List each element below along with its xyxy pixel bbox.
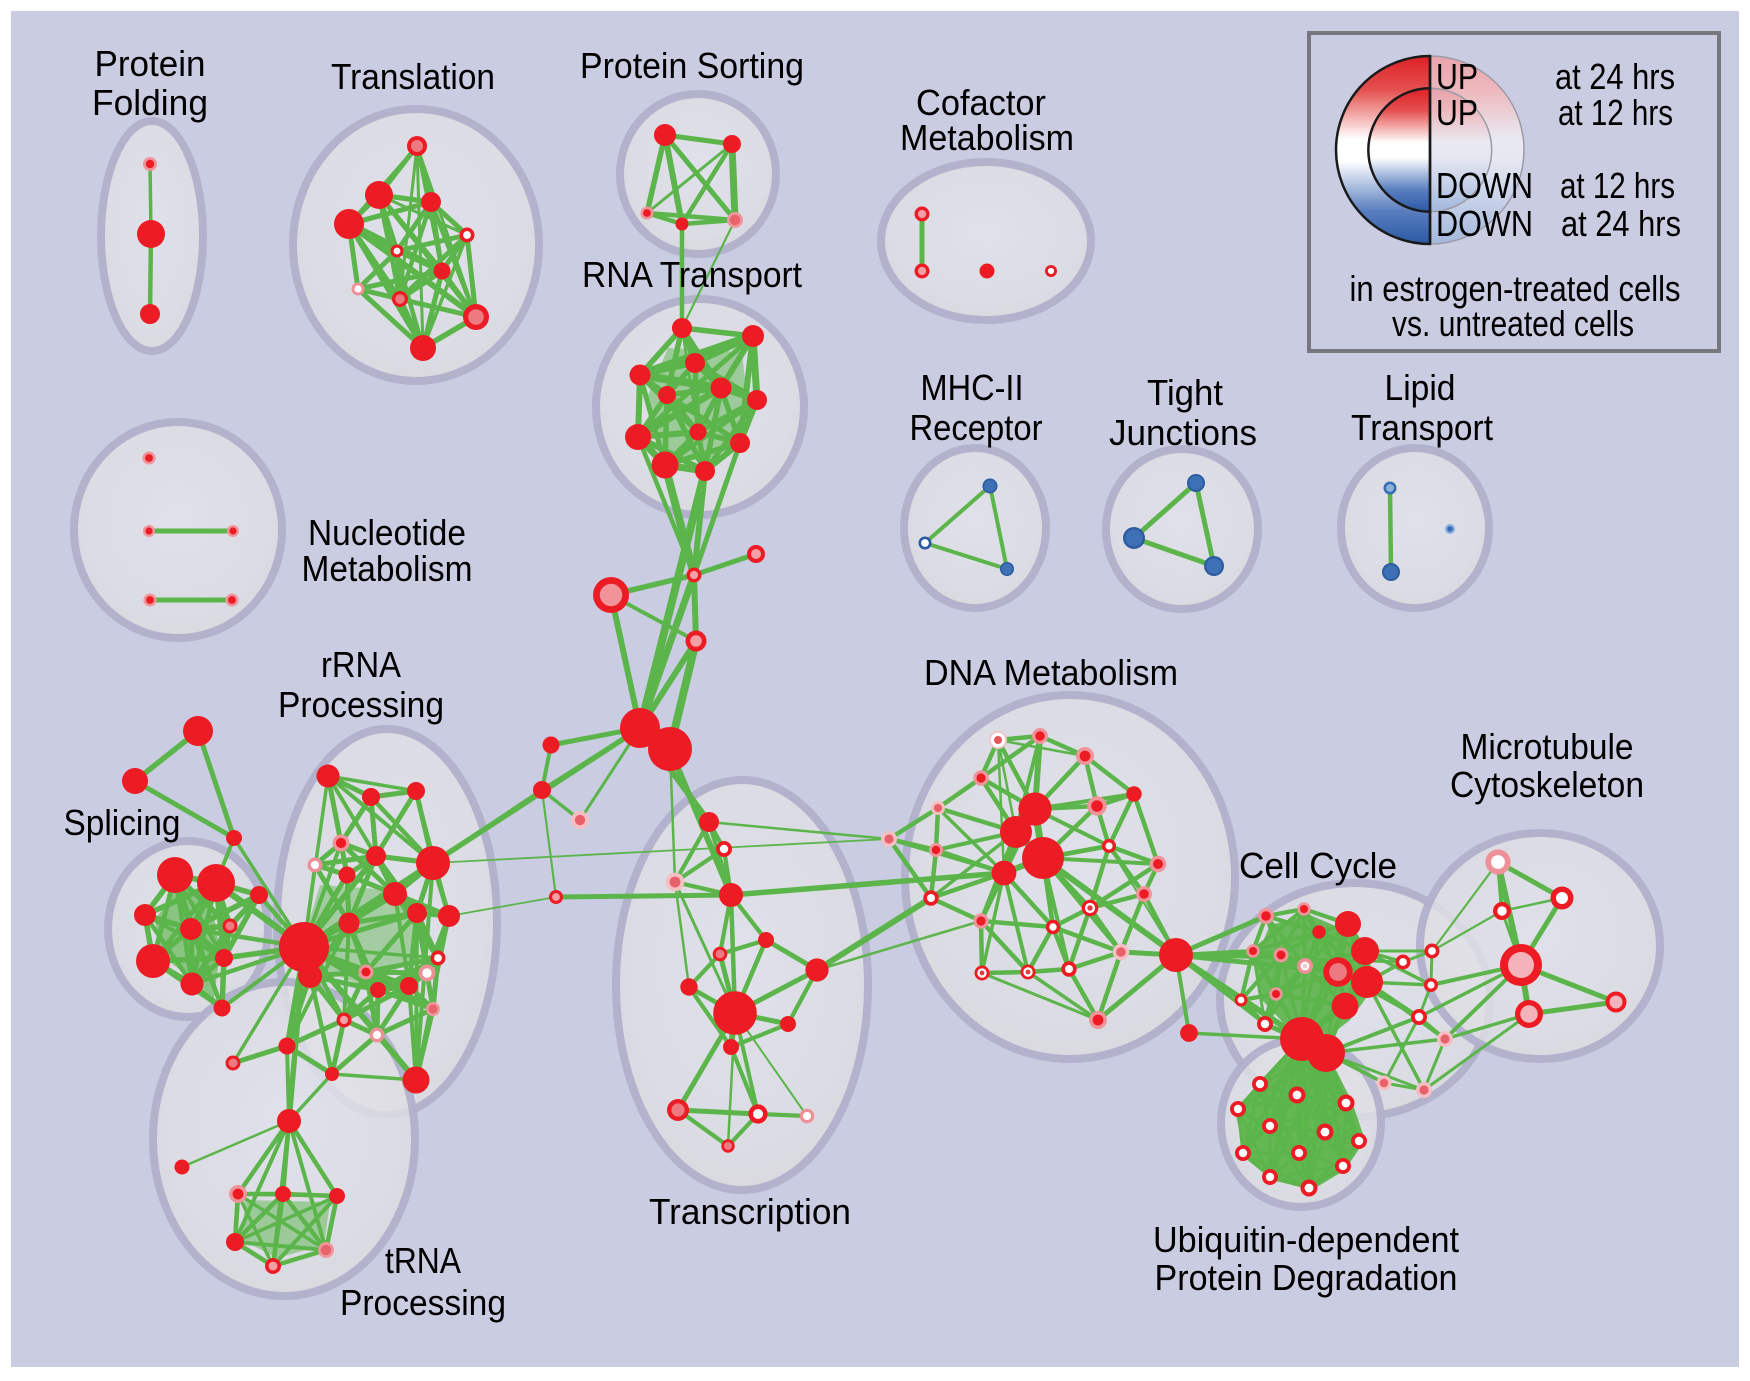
svg-text:UP: UP — [1436, 92, 1478, 133]
svg-text:Protein Degradation: Protein Degradation — [1155, 1257, 1458, 1298]
svg-text:at 12 hrs: at 12 hrs — [1560, 165, 1675, 206]
svg-text:rRNA: rRNA — [321, 644, 401, 685]
svg-text:Metabolism: Metabolism — [900, 117, 1074, 158]
svg-text:Ubiquitin-dependent: Ubiquitin-dependent — [1153, 1219, 1459, 1260]
svg-text:Protein Sorting: Protein Sorting — [580, 45, 804, 86]
svg-text:RNA Transport: RNA Transport — [582, 254, 802, 295]
svg-text:at 24 hrs: at 24 hrs — [1561, 203, 1681, 244]
svg-text:Tight: Tight — [1147, 372, 1223, 413]
svg-text:Metabolism: Metabolism — [302, 548, 473, 589]
svg-text:Transcription: Transcription — [649, 1191, 851, 1232]
svg-text:DOWN: DOWN — [1436, 165, 1533, 206]
svg-text:Folding: Folding — [92, 82, 208, 123]
svg-text:tRNA: tRNA — [385, 1240, 461, 1281]
svg-text:MHC-II: MHC-II — [921, 367, 1024, 408]
svg-text:UP: UP — [1436, 56, 1478, 97]
svg-text:vs. untreated cells: vs. untreated cells — [1392, 303, 1634, 344]
svg-text:Cytoskeleton: Cytoskeleton — [1450, 764, 1644, 805]
svg-text:in estrogen-treated cells: in estrogen-treated cells — [1350, 268, 1681, 309]
svg-text:Processing: Processing — [340, 1282, 506, 1323]
svg-text:at 24 hrs: at 24 hrs — [1555, 56, 1675, 97]
svg-text:Splicing: Splicing — [64, 802, 181, 843]
svg-text:Junctions: Junctions — [1109, 412, 1257, 453]
svg-text:Cell Cycle: Cell Cycle — [1239, 845, 1397, 886]
svg-text:DOWN: DOWN — [1436, 203, 1533, 244]
svg-text:Processing: Processing — [278, 684, 444, 725]
svg-text:Microtubule: Microtubule — [1461, 726, 1634, 767]
svg-text:Translation: Translation — [331, 56, 495, 97]
svg-text:Protein: Protein — [95, 43, 206, 84]
svg-text:at 12 hrs: at 12 hrs — [1558, 92, 1673, 133]
svg-text:Receptor: Receptor — [910, 407, 1043, 448]
svg-text:Lipid: Lipid — [1385, 367, 1456, 408]
svg-text:Cofactor: Cofactor — [916, 82, 1046, 123]
svg-text:Nucleotide: Nucleotide — [308, 512, 466, 553]
svg-text:DNA Metabolism: DNA Metabolism — [924, 652, 1178, 693]
svg-text:Transport: Transport — [1351, 407, 1493, 448]
